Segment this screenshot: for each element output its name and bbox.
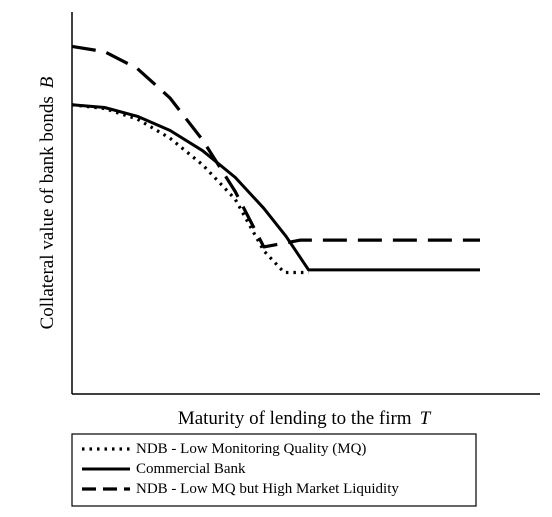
legend-box — [71, 433, 477, 507]
x-axis-symbol: T — [420, 408, 432, 429]
y-axis-label-text: Collateral value of bank bonds — [37, 96, 58, 329]
legend-label-ndb-low-mq-but-high-market-liquidity: NDB - Low MQ but High Market Liquidity — [136, 481, 399, 497]
series-group — [71, 44, 480, 275]
y-axis-label: Collateral value of bank bonds B — [37, 76, 58, 329]
series-line-ndb-low-mq-but-high-market-liquidity — [71, 44, 480, 249]
legend: NDB - Low Monitoring Quality (MQ) Commerc… — [71, 433, 477, 507]
series-line-ndb-low-monitoring-quality-mq — [71, 103, 309, 275]
y-axis-symbol: B — [37, 76, 58, 88]
axes — [71, 12, 540, 395]
legend-label-commercial-bank: Commercial Bank — [136, 461, 246, 477]
x-axis-label-text: Maturity of lending to the firm — [178, 408, 412, 429]
legend-label-ndb-low-monitoring-quality-mq: NDB - Low Monitoring Quality (MQ) — [136, 441, 366, 457]
x-axis-label: Maturity of lending to the firm T — [178, 408, 432, 429]
legend-entries: NDB - Low Monitoring Quality (MQ) Commerc… — [82, 441, 399, 497]
